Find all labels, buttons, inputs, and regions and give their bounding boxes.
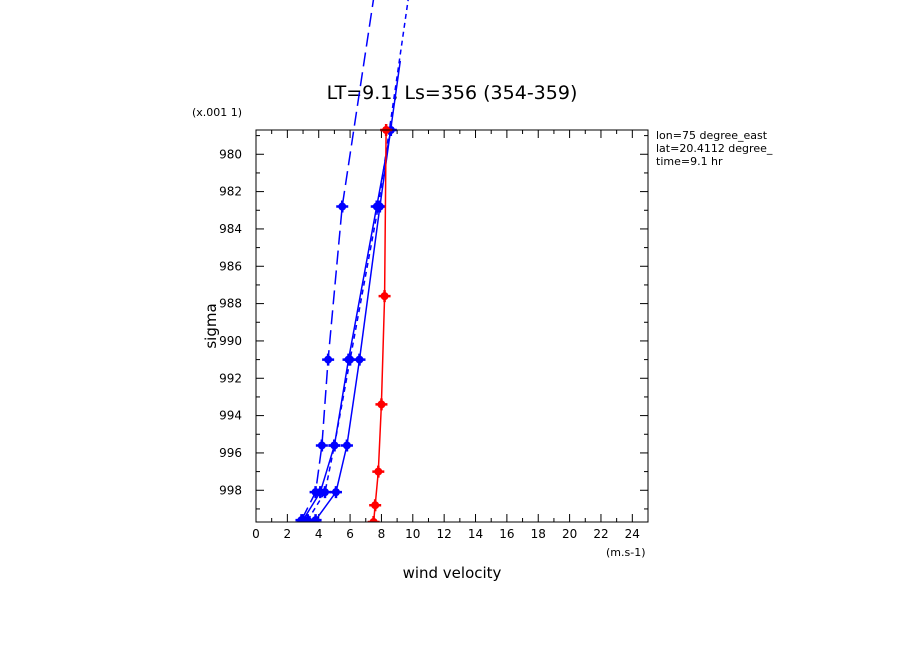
x-tick-label: 20 [562, 527, 577, 541]
x-tick-label: 12 [437, 527, 452, 541]
axis-ticks: 0 2 4 6 8 10 12 14 16 18 20 22 249809829849869889909… [219, 130, 649, 541]
x-tick-label: 10 [405, 527, 420, 541]
data-point-cross [336, 200, 349, 213]
data-point-cross [378, 290, 391, 303]
x-tick-label: 24 [625, 527, 640, 541]
data-point-cross [322, 353, 335, 366]
y-axis-label: sigma [202, 303, 220, 348]
y-tick-label: 980 [219, 147, 242, 161]
y-tick-label: 998 [219, 483, 242, 497]
x-tick-label: 16 [499, 527, 514, 541]
y-tick-label: 986 [219, 259, 242, 273]
x-tick-label: 8 [378, 527, 386, 541]
data-point-cross [367, 516, 380, 522]
data-point-cross [375, 398, 388, 411]
x-tick-label: 2 [284, 527, 292, 541]
data-point-cross [315, 439, 328, 452]
data-point-cross [297, 514, 310, 522]
series-5 [367, 124, 393, 522]
data-point-cross [372, 465, 385, 478]
data-point-cross [340, 439, 353, 452]
y-tick-label: 992 [219, 371, 242, 385]
data-point-cross [369, 499, 382, 512]
series-line [302, 129, 392, 521]
y-unit-label: (x.001 1) [192, 106, 242, 119]
data-point-cross [309, 514, 322, 522]
x-tick-label: 0 [252, 527, 260, 541]
y-tick-label: 996 [219, 446, 242, 460]
x-tick-label: 4 [315, 527, 323, 541]
data-point-cross [328, 439, 341, 452]
y-tick-label: 988 [219, 297, 242, 311]
data-point-cross [314, 486, 327, 499]
data-point-cross [342, 353, 355, 366]
series-line [300, 0, 375, 521]
info-line-1: lon=75 degree_east [656, 129, 768, 142]
info-line-3: time=9.1 hr [656, 155, 723, 168]
x-axis-label: wind velocity [403, 564, 502, 582]
x-tick-label: 6 [346, 527, 354, 541]
data-point-cross [329, 486, 342, 499]
y-tick-label: 982 [219, 185, 242, 199]
x-tick-label: 14 [468, 527, 483, 541]
data-point-cross [353, 353, 366, 366]
x-tick-label: 22 [593, 527, 608, 541]
info-line-2: lat=20.4112 degree_ [656, 142, 773, 155]
y-tick-label: 994 [219, 409, 242, 423]
y-tick-label: 990 [219, 334, 242, 348]
series-group [295, 0, 409, 522]
x-unit-label: (m.s-1) [606, 546, 646, 559]
y-tick-label: 984 [219, 222, 242, 236]
series-line [314, 60, 402, 521]
series-4 [297, 124, 397, 522]
data-point-cross [370, 200, 383, 213]
plot-frame [255, 129, 649, 523]
chart-title: LT=9.1, Ls=356 (354-359) [327, 82, 578, 104]
x-tick-label: 18 [531, 527, 546, 541]
